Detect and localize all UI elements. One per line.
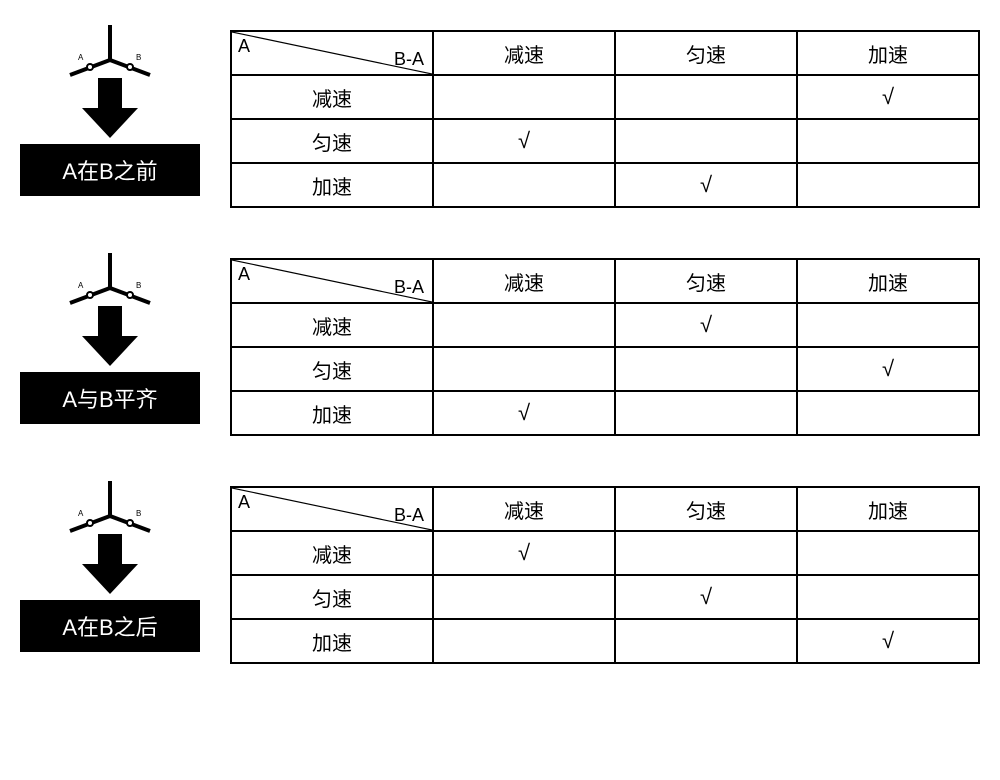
cell — [433, 75, 615, 119]
table-row: 减速 √ — [231, 531, 979, 575]
cell: √ — [797, 619, 979, 663]
check-icon: √ — [882, 628, 894, 653]
cell — [797, 391, 979, 435]
branch-b-label: B — [136, 281, 141, 290]
table-row: 匀速 √ — [231, 119, 979, 163]
col-header: 加速 — [797, 487, 979, 531]
merge-arrow-icon: AB — [50, 20, 170, 140]
cell — [615, 75, 797, 119]
cell — [797, 303, 979, 347]
check-icon: √ — [518, 400, 530, 425]
check-icon: √ — [700, 312, 712, 337]
row-header: 匀速 — [231, 347, 433, 391]
row-header: 加速 — [231, 619, 433, 663]
branch-a-label: A — [78, 281, 84, 290]
cell: √ — [433, 391, 615, 435]
row-header: 加速 — [231, 163, 433, 207]
merge-arrow-icon: AB — [50, 248, 170, 368]
table-row: 加速 √ — [231, 163, 979, 207]
cell — [433, 347, 615, 391]
col-header: 加速 — [797, 259, 979, 303]
table-row: 加速 √ — [231, 619, 979, 663]
cell — [615, 347, 797, 391]
col-header: 匀速 — [615, 259, 797, 303]
col-header: 减速 — [433, 31, 615, 75]
branch-b-label: B — [136, 53, 141, 62]
col-header: 加速 — [797, 31, 979, 75]
row-header: 加速 — [231, 391, 433, 435]
cell — [433, 619, 615, 663]
cell — [433, 163, 615, 207]
cell: √ — [797, 75, 979, 119]
table-wrap: AB-A减速匀速加速减速√匀速√加速√ — [230, 30, 980, 208]
col-header: 减速 — [433, 259, 615, 303]
check-icon: √ — [882, 84, 894, 109]
scenario-icon-block: ABA在B之前 — [20, 20, 200, 196]
scenario-icon-block: ABA与B平齐 — [20, 248, 200, 424]
section: ABA在B之后AB-A减速匀速加速减速√匀速√加速√ — [20, 476, 980, 664]
decision-table: AB-A减速匀速加速减速√匀速√加速√ — [230, 258, 980, 436]
table-corner-header: A B-A — [231, 487, 433, 531]
table-row: 减速 √ — [231, 303, 979, 347]
col-axis-label: B-A — [394, 505, 424, 526]
row-header: 减速 — [231, 303, 433, 347]
table-row: 加速 √ — [231, 391, 979, 435]
check-icon: √ — [700, 584, 712, 609]
scenario-label: A与B平齐 — [20, 372, 200, 424]
col-header: 匀速 — [615, 31, 797, 75]
cell — [433, 303, 615, 347]
table-row: 匀速 √ — [231, 347, 979, 391]
col-axis-label: B-A — [394, 49, 424, 70]
decision-table: AB-A减速匀速加速减速√匀速√加速√ — [230, 30, 980, 208]
cell: √ — [433, 531, 615, 575]
check-icon: √ — [518, 540, 530, 565]
row-axis-label: A — [238, 264, 250, 285]
scenario-label: A在B之前 — [20, 144, 200, 196]
table-wrap: AB-A减速匀速加速减速√匀速√加速√ — [230, 258, 980, 436]
branch-b-label: B — [136, 509, 141, 518]
row-header: 减速 — [231, 531, 433, 575]
cell — [615, 619, 797, 663]
cell — [797, 119, 979, 163]
cell — [615, 531, 797, 575]
cell: √ — [433, 119, 615, 163]
cell — [797, 531, 979, 575]
col-axis-label: B-A — [394, 277, 424, 298]
cell: √ — [615, 303, 797, 347]
check-icon: √ — [882, 356, 894, 381]
table-row: 减速 √ — [231, 75, 979, 119]
merge-arrow-icon: AB — [50, 476, 170, 596]
row-header: 匀速 — [231, 119, 433, 163]
table-corner-header: A B-A — [231, 31, 433, 75]
table-wrap: AB-A减速匀速加速减速√匀速√加速√ — [230, 486, 980, 664]
check-icon: √ — [700, 172, 712, 197]
row-header: 匀速 — [231, 575, 433, 619]
row-axis-label: A — [238, 492, 250, 513]
decision-table: AB-A减速匀速加速减速√匀速√加速√ — [230, 486, 980, 664]
cell — [433, 575, 615, 619]
scenario-label: A在B之后 — [20, 600, 200, 652]
scenario-icon-block: ABA在B之后 — [20, 476, 200, 652]
cell: √ — [615, 163, 797, 207]
check-icon: √ — [518, 128, 530, 153]
cell — [797, 163, 979, 207]
cell: √ — [615, 575, 797, 619]
section: ABA在B之前AB-A减速匀速加速减速√匀速√加速√ — [20, 20, 980, 208]
branch-a-label: A — [78, 53, 84, 62]
col-header: 匀速 — [615, 487, 797, 531]
col-header: 减速 — [433, 487, 615, 531]
row-header: 减速 — [231, 75, 433, 119]
table-corner-header: A B-A — [231, 259, 433, 303]
cell — [615, 391, 797, 435]
cell — [615, 119, 797, 163]
table-row: 匀速 √ — [231, 575, 979, 619]
branch-a-label: A — [78, 509, 84, 518]
row-axis-label: A — [238, 36, 250, 57]
section: ABA与B平齐AB-A减速匀速加速减速√匀速√加速√ — [20, 248, 980, 436]
cell — [797, 575, 979, 619]
cell: √ — [797, 347, 979, 391]
